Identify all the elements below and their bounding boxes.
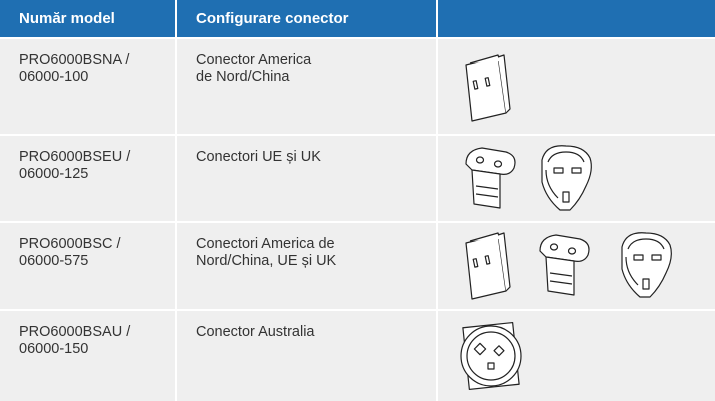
connector-icons <box>465 54 511 122</box>
header-cell <box>438 0 715 37</box>
model-cell: PRO6000BSC / 06000-575 <box>0 223 175 309</box>
config-cell: Conectori America de Nord/China, UE și U… <box>177 223 436 309</box>
image-cell <box>438 311 715 401</box>
config-cell: Conector Australia <box>177 311 436 401</box>
model-cell: PRO6000BSNA / 06000-100 <box>0 39 175 134</box>
connector-icons <box>465 232 672 300</box>
image-cell <box>438 136 715 221</box>
model-cell: PRO6000BSEU / 06000-125 <box>0 136 175 221</box>
header-cell: Număr model <box>0 0 175 37</box>
image-cell <box>438 223 715 309</box>
config-cell: Conectori UE și UK <box>177 136 436 221</box>
header-cell: Configurare conector <box>177 0 436 37</box>
image-cell <box>438 39 715 134</box>
connector-icons <box>465 145 592 211</box>
model-cell: PRO6000BSAU / 06000-150 <box>0 311 175 401</box>
connector-icons <box>460 321 522 391</box>
config-cell: Conector America de Nord/China <box>177 39 436 134</box>
